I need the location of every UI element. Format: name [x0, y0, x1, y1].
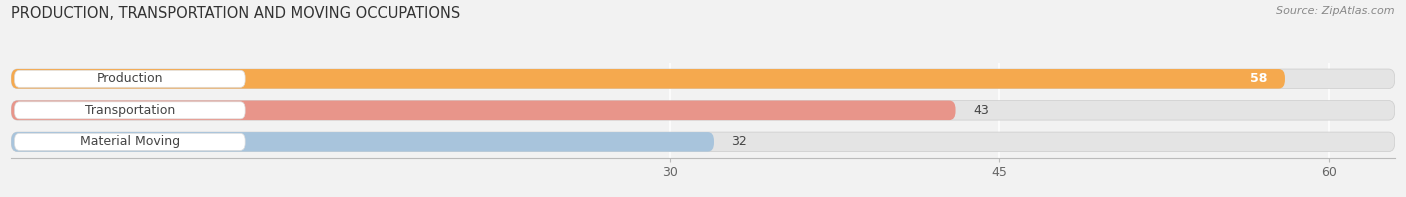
FancyBboxPatch shape	[14, 70, 245, 87]
FancyBboxPatch shape	[14, 102, 245, 119]
Text: Transportation: Transportation	[84, 104, 174, 117]
FancyBboxPatch shape	[11, 69, 1285, 89]
Text: Material Moving: Material Moving	[80, 135, 180, 148]
FancyBboxPatch shape	[11, 100, 1395, 120]
Text: Production: Production	[97, 72, 163, 85]
Text: 32: 32	[731, 135, 748, 148]
Text: 43: 43	[973, 104, 988, 117]
FancyBboxPatch shape	[11, 100, 956, 120]
Text: 58: 58	[1250, 72, 1267, 85]
Text: PRODUCTION, TRANSPORTATION AND MOVING OCCUPATIONS: PRODUCTION, TRANSPORTATION AND MOVING OC…	[11, 6, 461, 21]
FancyBboxPatch shape	[11, 132, 714, 152]
FancyBboxPatch shape	[14, 133, 245, 150]
Text: Source: ZipAtlas.com: Source: ZipAtlas.com	[1277, 6, 1395, 16]
FancyBboxPatch shape	[11, 69, 1395, 89]
FancyBboxPatch shape	[11, 132, 1395, 152]
